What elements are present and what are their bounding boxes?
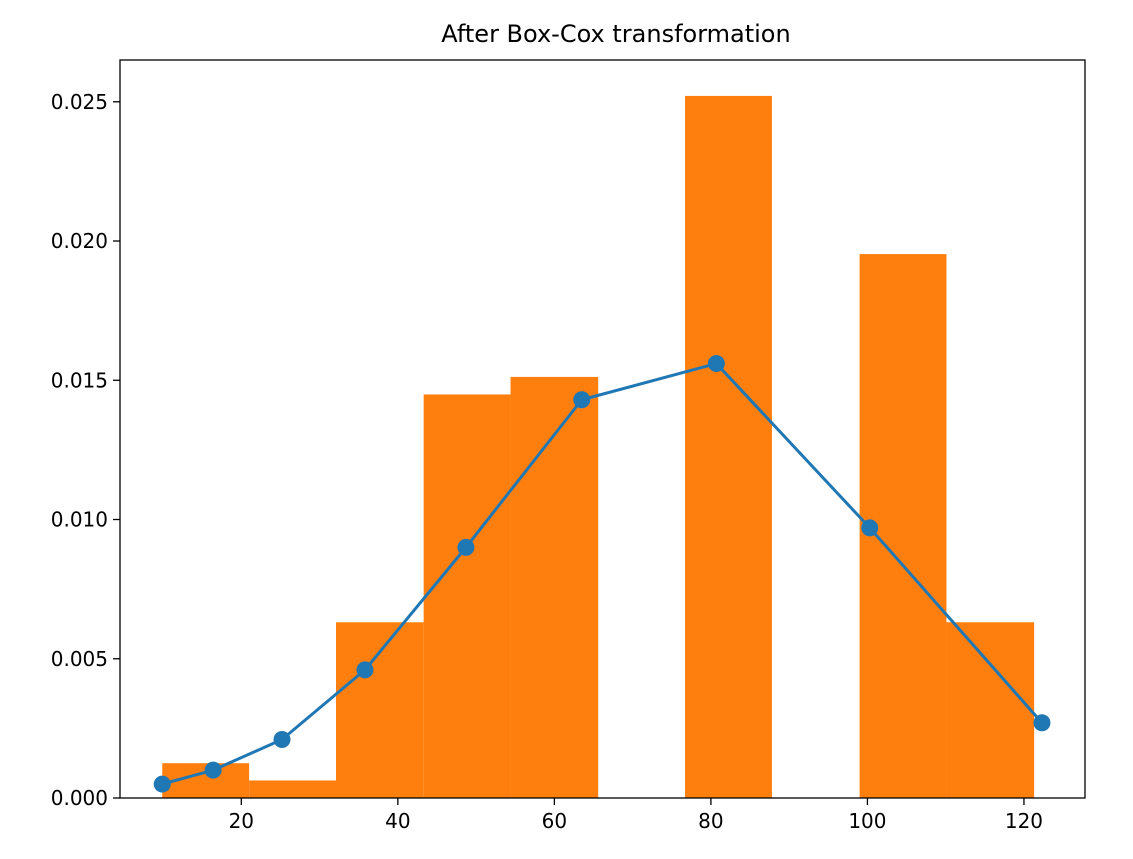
x-axis: 20 40 60 80 100 120 bbox=[229, 798, 1043, 833]
x-tick-label: 60 bbox=[542, 809, 567, 833]
line-point bbox=[204, 761, 222, 779]
histogram-bar bbox=[423, 394, 511, 798]
histogram-bar bbox=[336, 622, 424, 798]
y-tick-label: 0.025 bbox=[51, 90, 108, 114]
line-point bbox=[153, 775, 171, 793]
y-tick-label: 0.020 bbox=[51, 229, 108, 253]
y-tick-label: 0.005 bbox=[51, 647, 108, 671]
x-tick-label: 80 bbox=[698, 809, 723, 833]
y-axis: 0.000 0.005 0.010 0.015 0.020 0.025 bbox=[51, 90, 120, 810]
histogram-bar bbox=[685, 95, 772, 799]
y-tick-label: 0.015 bbox=[51, 368, 108, 392]
line-point bbox=[573, 391, 591, 409]
line-point bbox=[707, 355, 725, 373]
histogram-bar bbox=[946, 622, 1035, 798]
line-point bbox=[861, 519, 879, 537]
line-point bbox=[457, 538, 475, 556]
x-tick-label: 20 bbox=[229, 809, 254, 833]
chart-title: After Box-Cox transformation bbox=[441, 20, 790, 48]
line-point bbox=[356, 661, 374, 679]
plot-area bbox=[119, 59, 1086, 799]
line-point bbox=[1033, 714, 1051, 732]
density-line-series bbox=[153, 355, 1051, 793]
axes-frame bbox=[119, 59, 1086, 799]
line-point bbox=[273, 731, 291, 749]
x-tick-label: 40 bbox=[385, 809, 410, 833]
y-tick-label: 0.000 bbox=[51, 786, 108, 810]
x-tick-label: 100 bbox=[848, 809, 886, 833]
histogram-bar bbox=[249, 780, 337, 798]
y-tick-label: 0.010 bbox=[51, 508, 108, 532]
histogram-bar bbox=[510, 376, 599, 798]
histogram-bars bbox=[162, 95, 1035, 799]
x-tick-label: 120 bbox=[1005, 809, 1043, 833]
